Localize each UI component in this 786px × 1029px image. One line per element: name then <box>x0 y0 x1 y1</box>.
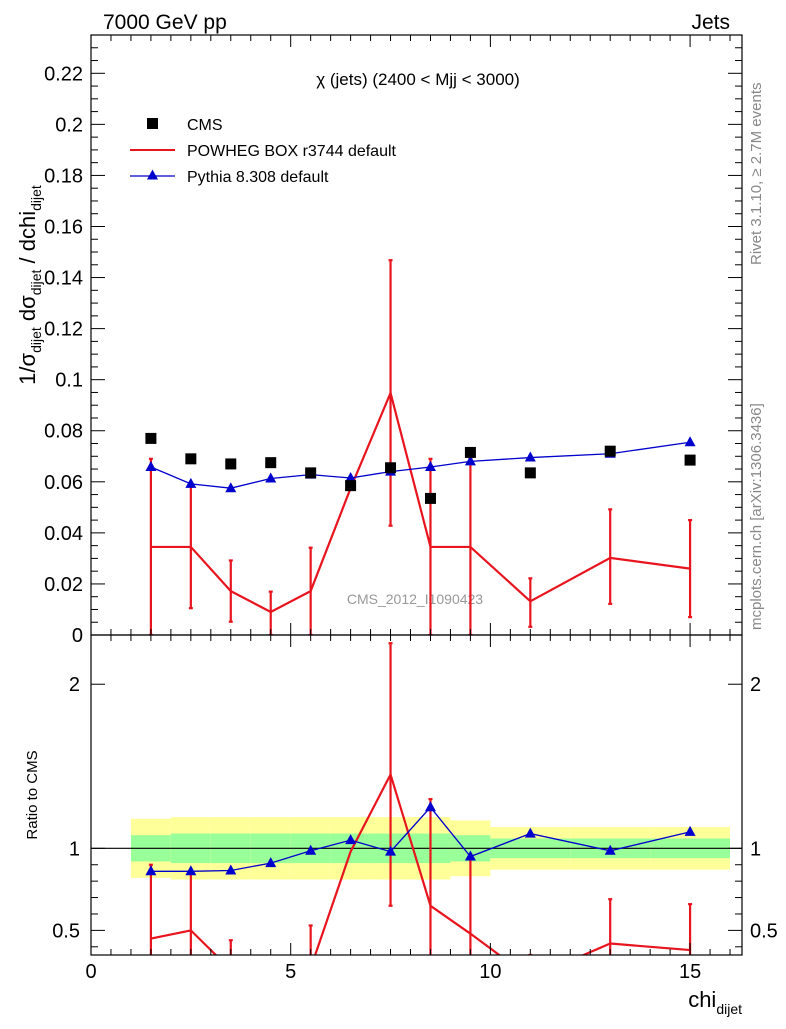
y-tick-label: 0 <box>72 625 83 647</box>
y-tick-label: 0.2 <box>55 114 83 136</box>
ratio-y-tick-label-right: 0.5 <box>750 920 778 942</box>
x-tick-label: 5 <box>285 961 296 983</box>
pythia-ratio-point <box>345 834 357 845</box>
pythia-ratio-point <box>424 801 436 812</box>
pythia-point <box>524 451 536 462</box>
y-tick-label: 0.04 <box>44 523 83 545</box>
cms-data-point <box>305 467 317 479</box>
y-tick-label: 0.22 <box>44 63 83 85</box>
pythia-ratio-point <box>305 844 317 855</box>
bottom-y-axis-label: Ratio to CMS <box>24 750 41 839</box>
side-mcplots-label: mcplots.cern.ch [arXiv:1306.3436] <box>748 403 765 630</box>
legend-marker-pythia <box>147 169 158 180</box>
header-right: Jets <box>691 11 730 34</box>
cms-data-point <box>225 458 237 470</box>
cms-data-point <box>345 480 357 492</box>
side-rivet-label: Rivet 3.1.10, ≥ 2.7M events <box>748 83 765 266</box>
cms-data-point <box>265 457 277 469</box>
ratio-y-tick-label-right: 2 <box>750 674 761 696</box>
legend-label-cms: CMS <box>187 117 223 134</box>
cms-data-point <box>145 432 157 444</box>
x-tick-label: 10 <box>479 961 501 983</box>
cms-data-point <box>385 462 397 474</box>
x-tick-label: 15 <box>679 961 701 983</box>
pythia-ratio-point <box>185 865 197 876</box>
ratio-y-tick-label-right: 1 <box>750 838 761 860</box>
cms-data-point <box>464 446 476 458</box>
pythia-point <box>464 455 476 466</box>
y-tick-label: 0.08 <box>44 421 83 443</box>
ratio-y-tick-label: 1 <box>69 838 80 860</box>
x-tick-label: 0 <box>85 961 96 983</box>
x-axis-label: chidijet <box>688 987 742 1017</box>
pythia-point <box>265 472 277 483</box>
pythia-ratio-point <box>385 845 397 856</box>
chart-title: χ (jets) (2400 < Mjj < 3000) <box>316 70 520 89</box>
pythia-ratio-line <box>150 806 691 872</box>
pythia-point <box>145 461 157 471</box>
y-tick-label: 0.06 <box>44 472 83 494</box>
powheg-ratio-line <box>150 771 691 955</box>
pythia-point <box>185 477 197 488</box>
y-tick-label: 0.12 <box>44 319 83 341</box>
pythia-ratio-point <box>524 827 536 838</box>
pythia-point <box>424 461 436 471</box>
pythia-ratio-point <box>145 865 157 876</box>
y-tick-label: 0.02 <box>44 574 83 596</box>
ratio-y-tick-label: 2 <box>69 674 80 696</box>
header-left: 7000 GeV pp <box>103 11 227 34</box>
legend: CMS POWHEG BOX r3744 default Pythia 8.30… <box>130 117 397 186</box>
y-tick-label: 0.18 <box>44 165 83 187</box>
pythia-ratio-point <box>225 864 237 875</box>
watermark: CMS_2012_I1090423 <box>347 591 483 607</box>
legend-label-powheg: POWHEG BOX r3744 default <box>187 143 397 160</box>
ratio-y-tick-label: 0.5 <box>52 920 80 942</box>
cms-data-point <box>684 454 696 466</box>
pythia-ratio-point <box>265 857 277 868</box>
pythia-ratio-point <box>684 825 696 836</box>
pythia-ratio-point <box>464 850 476 861</box>
legend-marker-cms <box>147 118 158 129</box>
pythia-ratio-point <box>604 844 616 855</box>
cms-data-point <box>524 467 536 479</box>
pythia-line <box>150 441 691 489</box>
y-tick-label: 0.1 <box>55 370 83 392</box>
powheg-line <box>150 389 691 614</box>
cms-data-point <box>185 453 197 465</box>
bottom-plot-frame <box>90 634 743 956</box>
pythia-point <box>345 471 357 482</box>
cms-data-point <box>604 445 616 457</box>
pythia-point <box>225 482 237 493</box>
y-tick-label: 0.16 <box>44 216 83 238</box>
legend-label-pythia: Pythia 8.308 default <box>187 169 329 186</box>
y-tick-label: 0.14 <box>44 268 83 290</box>
cms-data-point <box>424 492 436 504</box>
pythia-point <box>684 436 696 447</box>
top-y-axis-label: 1/σdijet dσdijet / dchidijet <box>15 185 44 385</box>
